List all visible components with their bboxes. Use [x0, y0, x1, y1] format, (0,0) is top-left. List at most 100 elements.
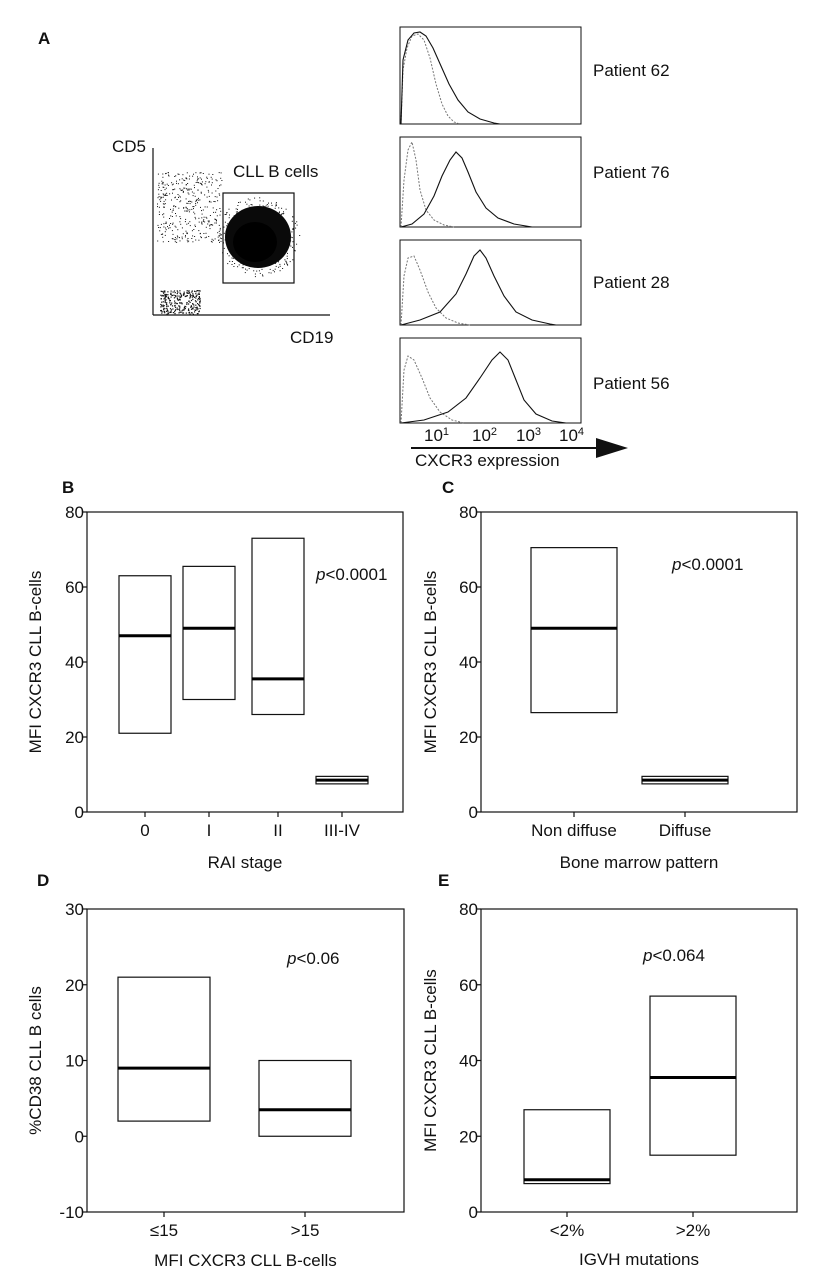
- scatter-dot: [275, 205, 277, 207]
- scatter-dot: [184, 221, 186, 223]
- y-axis-label: MFI CXCR3 CLL B-cells: [421, 571, 440, 754]
- scatter-dot: [199, 182, 201, 184]
- x-tick-label: III-IV: [324, 821, 361, 840]
- scatter-dot: [194, 290, 196, 292]
- scatter-dot: [220, 240, 222, 242]
- scatter-dot: [160, 196, 162, 198]
- scatter-dot: [180, 218, 182, 220]
- scatter-dot: [158, 206, 160, 208]
- scatter-dot: [171, 238, 173, 240]
- scatter-dot: [191, 294, 193, 297]
- scatter-dot: [174, 313, 176, 315]
- scatter-dots: [157, 172, 301, 315]
- scatter-dot: [194, 224, 196, 226]
- scatter-dot: [188, 200, 190, 202]
- scatter-dot: [194, 309, 196, 311]
- scatter-dot: [194, 216, 196, 218]
- scatter-dot: [199, 307, 201, 310]
- scatter-dot: [198, 239, 200, 241]
- scatter-dot: [185, 178, 187, 179]
- scatter-dot: [212, 207, 214, 209]
- scatter-dot: [292, 216, 293, 218]
- scatter-dot: [181, 303, 183, 305]
- scatter-dot: [198, 221, 200, 223]
- scatter-dot: [235, 208, 237, 210]
- scatter-dot: [188, 303, 190, 305]
- scatter-dot: [180, 295, 183, 297]
- scatter-dot: [226, 225, 228, 227]
- scatter-dot: [162, 186, 164, 188]
- histogram-frame: [399, 26, 582, 125]
- scatter-dot: [176, 199, 178, 200]
- scatter-dot: [198, 197, 199, 199]
- scatter-dot: [171, 294, 173, 297]
- scatter-dot: [211, 192, 213, 194]
- scatter-dot: [167, 294, 169, 296]
- scatter-dot: [246, 269, 248, 271]
- scatter-dot: [162, 182, 164, 184]
- scatter-dot: [178, 195, 180, 197]
- scatter-dot: [248, 268, 250, 270]
- scatter-dot: [159, 227, 161, 229]
- scatter-dot: [188, 240, 190, 242]
- scatter-dot: [188, 201, 190, 202]
- scatter-dot: [196, 308, 198, 310]
- scatter-dot: [279, 263, 281, 265]
- scatter-dot: [282, 268, 284, 269]
- scatter-dot: [178, 197, 179, 198]
- scatter-dot: [186, 291, 188, 293]
- scatter-dot: [210, 240, 212, 242]
- scatter-dot: [162, 306, 164, 308]
- scatter-dot: [291, 220, 293, 222]
- scatter-dot: [212, 239, 214, 241]
- x-tick-label: II: [273, 821, 282, 840]
- scatter-dot: [174, 239, 176, 241]
- p-symbol: p: [315, 565, 325, 584]
- scatter-dot: [259, 197, 261, 199]
- scatter-dot: [256, 270, 258, 272]
- panel-d: D -10 0 10 20 30 %CD38 CLL B cells ≤15 >15 MFI CX…: [26, 871, 405, 1270]
- y-tick-label: 80: [459, 503, 478, 522]
- scatter-dot: [182, 174, 184, 176]
- scatter-dot: [163, 292, 165, 294]
- scatter-dot: [190, 305, 192, 307]
- scatter-dot: [197, 189, 199, 191]
- scatter-dot: [188, 211, 190, 213]
- x-axis-label: Bone marrow pattern: [560, 853, 719, 872]
- scatter-dot: [191, 312, 193, 314]
- scatter-dot: [208, 195, 210, 197]
- scatter-dot: [160, 190, 162, 191]
- scatter-dot: [164, 184, 166, 186]
- y-tick-label: 40: [65, 653, 84, 672]
- scatter-dot: [161, 295, 163, 297]
- scatter-dot: [173, 297, 175, 299]
- scatter-dot: [175, 215, 177, 217]
- scatter-dot: [179, 305, 181, 307]
- scatter-dot: [162, 291, 164, 293]
- scatter-dot: [167, 310, 169, 312]
- scatter-dot: [200, 191, 202, 193]
- scatter-dot: [172, 308, 174, 310]
- x-tick-label: Non diffuse: [531, 821, 617, 840]
- scatter-dot: [183, 293, 185, 295]
- scatter-dot: [259, 204, 261, 206]
- scatter-dot: [238, 202, 240, 203]
- scatter-dot: [199, 301, 201, 303]
- scatter-dot: [186, 208, 188, 210]
- scatter-dot: [268, 272, 270, 274]
- scatter-dot: [209, 215, 211, 216]
- scatter-dot: [192, 308, 194, 310]
- x-tick-exponent: 1: [443, 426, 449, 438]
- scatter-dot: [197, 308, 199, 310]
- scatter-dot: [241, 267, 243, 269]
- panel-a-letter: A: [38, 29, 50, 48]
- x-tick-label: Diffuse: [659, 821, 712, 840]
- x-tick-label: <2%: [550, 1221, 585, 1240]
- scatter-dot: [205, 232, 207, 234]
- scatter-dot: [185, 306, 187, 308]
- scatter-dot: [193, 173, 194, 175]
- scatter-dot: [207, 189, 209, 191]
- scatter-dot: [163, 194, 165, 196]
- y-axis-label: MFI CXCR3 CLL B-cells: [421, 969, 440, 1152]
- scatter-dot: [291, 231, 293, 233]
